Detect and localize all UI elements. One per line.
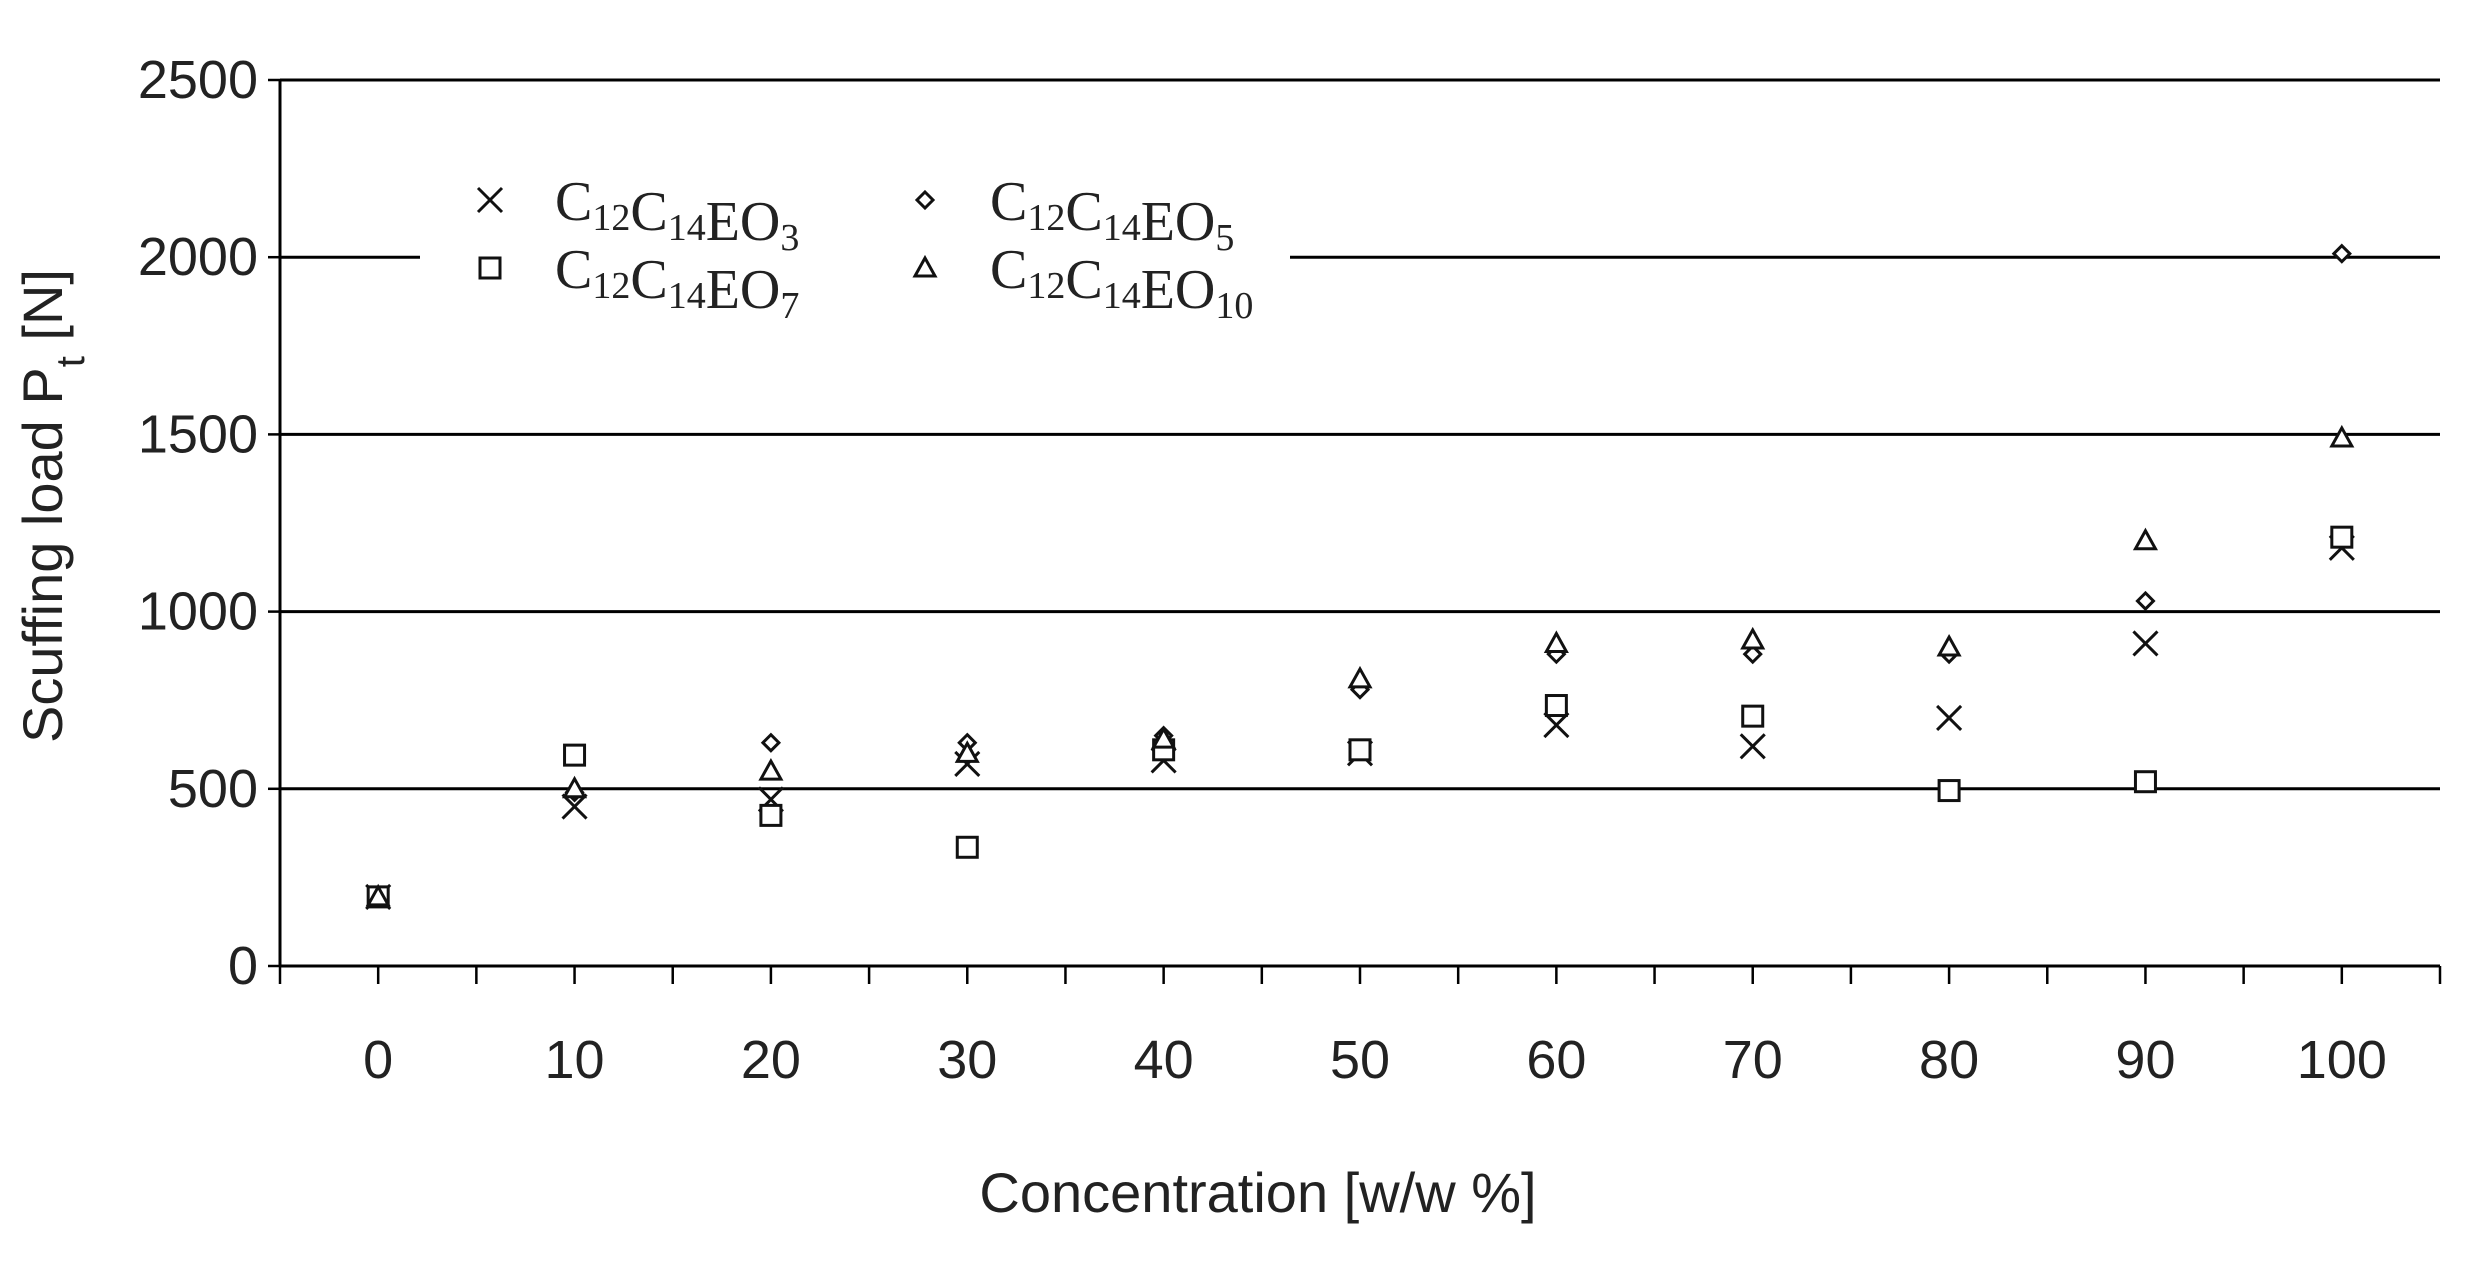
point-triangle-30	[954, 740, 980, 763]
x-tick-label: 80	[1919, 1030, 1979, 1090]
x-tick-label: 100	[2297, 1030, 2387, 1090]
point-x-70	[1739, 733, 1766, 760]
point-diamond-100	[2331, 243, 2352, 264]
data-points	[365, 243, 2355, 910]
point-x-10	[561, 793, 588, 820]
legend-background	[420, 160, 1290, 320]
x-tick-label: 0	[363, 1030, 393, 1090]
y-axis-title-sub: t	[49, 356, 93, 367]
point-diamond-70	[1742, 644, 1763, 665]
axes	[268, 78, 2442, 984]
legend-marker-diamond	[914, 189, 936, 211]
x-tick-label: 20	[741, 1030, 801, 1090]
point-square-100	[2330, 525, 2354, 549]
y-tick-label: 1000	[138, 582, 258, 642]
y-tick-label: 500	[168, 759, 258, 819]
legend-marker-triangle	[912, 254, 938, 278]
legend-label: C12C14EO10	[990, 239, 1253, 327]
legend-marker-x	[476, 186, 504, 214]
x-tick-label: 50	[1330, 1030, 1390, 1090]
point-triangle-10	[561, 775, 588, 799]
y-tick-label: 0	[228, 936, 258, 996]
legend-label: C12C14EO3	[555, 171, 799, 259]
y-tick-label: 2000	[138, 227, 258, 287]
point-square-60	[1544, 694, 1568, 718]
point-triangle-20	[758, 757, 784, 781]
point-square-10	[563, 743, 587, 767]
x-tick-label: 70	[1723, 1030, 1783, 1090]
legend-label: C12C14EO7	[555, 239, 799, 327]
point-triangle-80	[1936, 633, 1962, 657]
y-axis-title-main: Scuffing load P	[11, 367, 74, 743]
y-axis-title-unit: [N]	[11, 269, 74, 356]
point-square-70	[1741, 704, 1765, 728]
point-diamond-90	[2135, 590, 2156, 612]
point-triangle-70	[1740, 626, 1766, 650]
point-square-20	[759, 803, 783, 827]
x-axis-title: Concentration [w/w %]	[979, 1161, 1536, 1224]
point-x-90	[2132, 630, 2159, 657]
x-tick-label: 90	[2115, 1030, 2175, 1090]
x-tick-label: 60	[1526, 1030, 1586, 1090]
point-x-80	[1936, 704, 1963, 731]
point-triangle-0	[365, 883, 391, 907]
point-triangle-90	[2132, 527, 2158, 551]
x-tick-label: 40	[1134, 1030, 1194, 1090]
point-square-30	[955, 835, 979, 859]
legend: C12C14EO3 C12C14EO5 C12C14EO7 C12C14EO10	[420, 160, 1290, 327]
y-tick-label: 2500	[138, 50, 258, 110]
legend-marker-square	[478, 256, 502, 280]
point-triangle-60	[1543, 630, 1569, 653]
point-triangle-40	[1151, 726, 1177, 749]
x-tick-labels: 0 10 20 30 40 50 60 70 80 90 100	[363, 1030, 2387, 1090]
point-square-80	[1937, 779, 1961, 803]
point-triangle-100	[2329, 424, 2355, 448]
point-square-50	[1348, 738, 1372, 762]
point-diamond-20	[760, 732, 782, 753]
point-triangle-50	[1347, 665, 1373, 689]
y-tick-labels: 0 500 1000 1500 2000 2500	[138, 50, 258, 996]
y-axis-title: Scuffing load Pt [N]	[11, 269, 93, 743]
point-square-90	[2133, 770, 2157, 794]
x-tick-label: 10	[545, 1030, 605, 1090]
x-tick-label: 30	[937, 1030, 997, 1090]
legend-label: C12C14EO5	[990, 171, 1234, 259]
y-tick-label: 1500	[138, 404, 258, 464]
